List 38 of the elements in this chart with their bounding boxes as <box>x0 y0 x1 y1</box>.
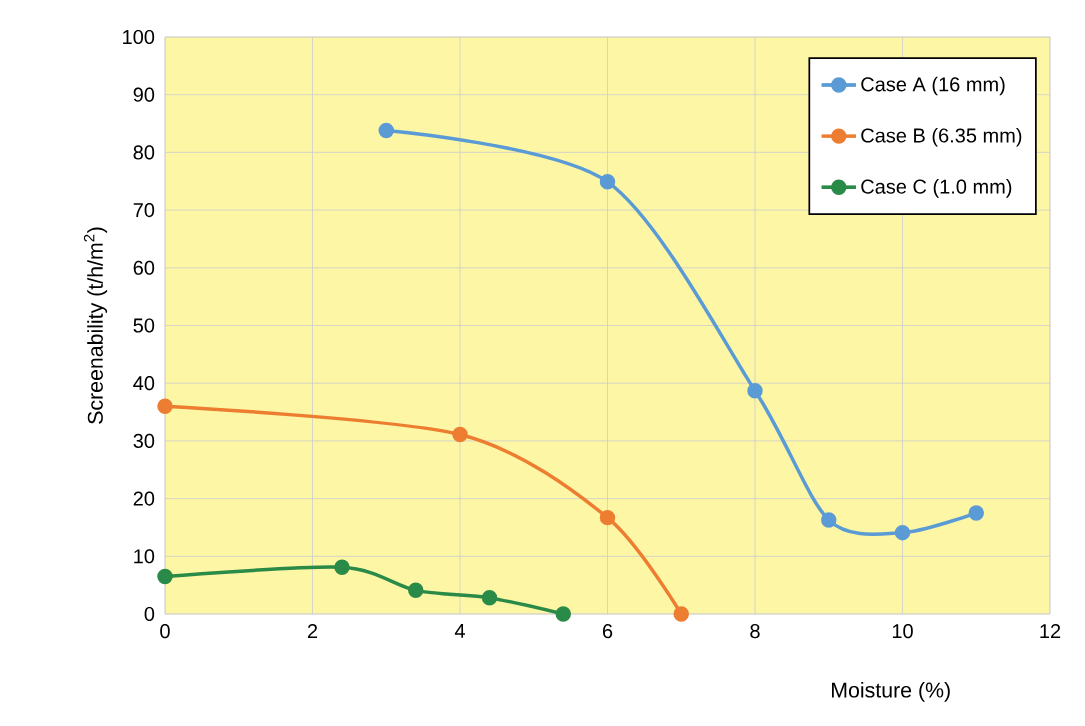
x-tick-label: 4 <box>454 624 465 638</box>
y-tick-label: 20 <box>133 491 155 506</box>
y-tick-label: 0 <box>144 606 155 622</box>
x-tick-label: 8 <box>750 624 760 639</box>
y-tick-label: 30 <box>133 433 155 448</box>
legend-label: Case C (1.0 mm) <box>861 179 1012 198</box>
point <box>157 568 173 585</box>
point <box>821 512 837 528</box>
x-tick-label: 12 <box>1040 624 1061 639</box>
point <box>452 426 468 443</box>
point <box>157 398 173 415</box>
legend-label: Case B (6.35 mm) <box>861 127 1022 147</box>
y-tick-label: 90 <box>133 87 155 102</box>
y-tick-label: 40 <box>133 376 155 391</box>
point <box>378 122 394 139</box>
y-axis-title: Screenability (t/h/m$^{2}$) <box>83 227 108 424</box>
x-tick-label: 6 <box>602 624 613 639</box>
y-tick-label: 60 <box>133 260 155 275</box>
point <box>894 524 911 541</box>
point <box>599 174 616 190</box>
y-tick-label: 70 <box>133 203 155 218</box>
y-tick-label: 80 <box>133 145 155 160</box>
point <box>481 590 498 606</box>
point <box>968 505 984 521</box>
point <box>599 509 616 526</box>
point <box>334 559 350 575</box>
x-tick-label: 10 <box>892 624 913 639</box>
point <box>747 382 763 399</box>
legend-label: Case A (16 mm) <box>861 76 1005 96</box>
point <box>555 606 571 622</box>
x-tick-label: 2 <box>307 624 318 639</box>
x-tick-label: 0 <box>160 624 170 639</box>
y-tick-label: 50 <box>133 318 155 333</box>
x-axis-title: Moisture (%) <box>832 681 950 702</box>
point <box>408 582 424 599</box>
y-tick-label: 100 <box>123 29 155 45</box>
point <box>673 606 689 622</box>
y-tick-label: 10 <box>134 549 155 564</box>
